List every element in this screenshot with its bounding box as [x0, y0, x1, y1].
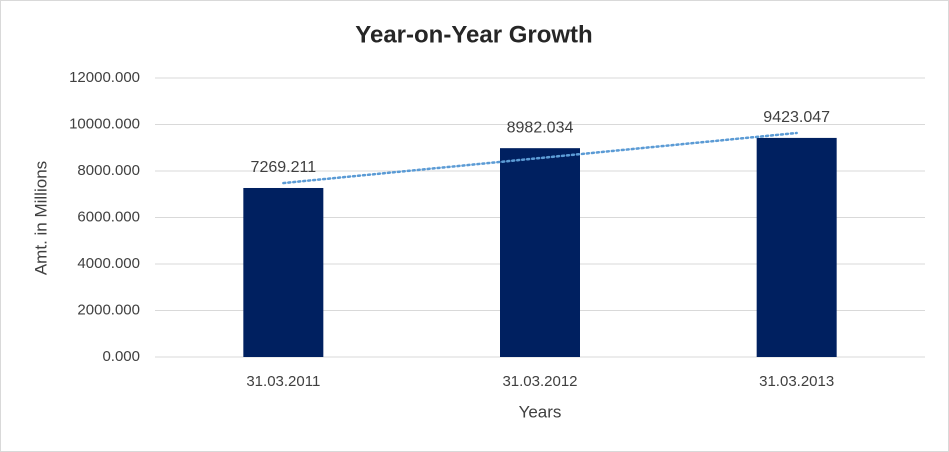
trendline	[282, 131, 798, 185]
y-tick-label: 10000.000	[69, 115, 140, 132]
y-tick-label: 0.000	[102, 348, 140, 365]
x-tick-label: 31.03.2012	[502, 373, 577, 390]
y-axis-label: Amt. in Millions	[31, 161, 50, 275]
y-tick-label: 12000.000	[69, 69, 140, 86]
bar	[500, 148, 580, 357]
bar	[756, 137, 837, 357]
bar	[243, 187, 324, 357]
chart-title: Year-on-Year Growth	[355, 21, 592, 48]
y-tick-label: 2000.000	[77, 301, 140, 318]
data-label: 8982.034	[507, 119, 574, 136]
data-label: 7269.211	[251, 159, 317, 176]
x-axis-label: Years	[519, 402, 562, 421]
x-tick-label: 31.03.2011	[246, 373, 320, 390]
y-tick-label: 4000.000	[77, 255, 140, 272]
x-tick-label: 31.03.2013	[759, 373, 834, 390]
data-label: 9423.047	[763, 109, 830, 126]
y-tick-label: 6000.000	[77, 208, 140, 225]
y-tick-label: 8000.000	[77, 162, 140, 179]
